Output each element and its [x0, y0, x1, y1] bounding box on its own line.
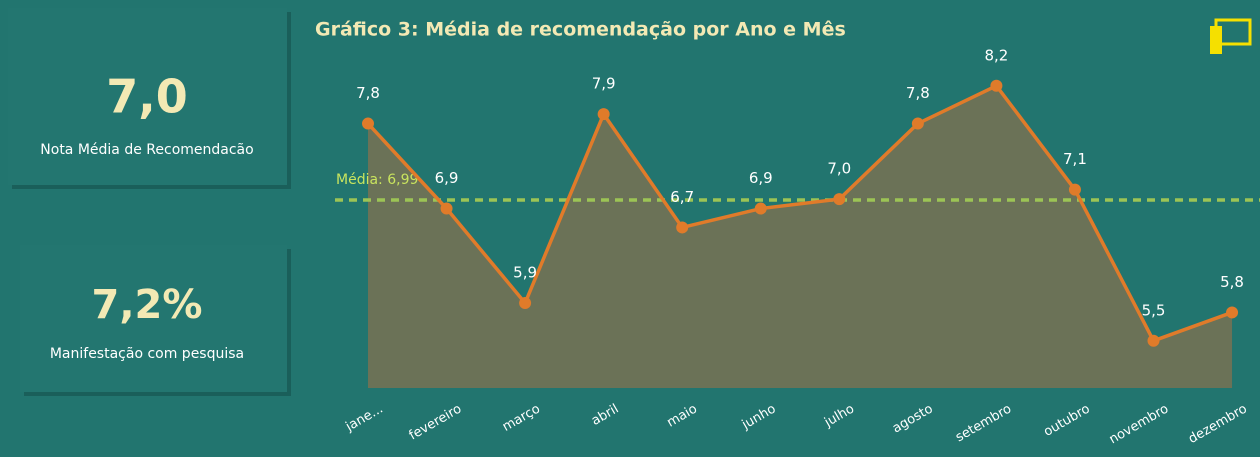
- point: [362, 117, 374, 130]
- data-label: 7,9: [592, 75, 616, 93]
- chart-title: Gráfico 3: Média de recomendação por Ano…: [315, 19, 846, 41]
- point: [597, 108, 610, 121]
- data-label: 7,1: [1063, 150, 1087, 168]
- data-label: 7,8: [356, 84, 380, 102]
- point: [676, 221, 689, 234]
- point: [440, 202, 453, 215]
- data-label: 8,2: [984, 46, 1008, 64]
- data-label: 5,8: [1220, 273, 1244, 291]
- average-label: Média: 6,99: [336, 172, 418, 188]
- card: [8, 8, 287, 185]
- point: [833, 193, 846, 206]
- point: [990, 79, 1003, 92]
- data-label: 7,8: [906, 84, 930, 102]
- data-label: 6,9: [749, 169, 773, 187]
- card: [20, 245, 287, 392]
- data-label: 5,5: [1142, 301, 1166, 319]
- point: [1068, 183, 1081, 196]
- focus-icon[interactable]: [1210, 18, 1252, 54]
- point: [1226, 306, 1239, 319]
- point: [754, 202, 767, 215]
- point: [1147, 334, 1160, 347]
- kpi-label: Manifestação com pesquisa: [50, 346, 244, 362]
- kpi-label: Nota Média de Recomendacão: [40, 142, 253, 158]
- line: [366, 83, 1233, 343]
- data-label: 6,9: [435, 169, 459, 187]
- kpi-value: 7,0: [106, 70, 188, 124]
- data-label: 5,9: [513, 264, 537, 282]
- data-label: 7,0: [827, 160, 851, 178]
- data-label: 6,7: [670, 188, 694, 206]
- icon-figure[interactable]: [1210, 26, 1222, 54]
- point: [519, 297, 532, 309]
- point: [911, 117, 924, 130]
- kpi-value: 7,2%: [92, 282, 203, 328]
